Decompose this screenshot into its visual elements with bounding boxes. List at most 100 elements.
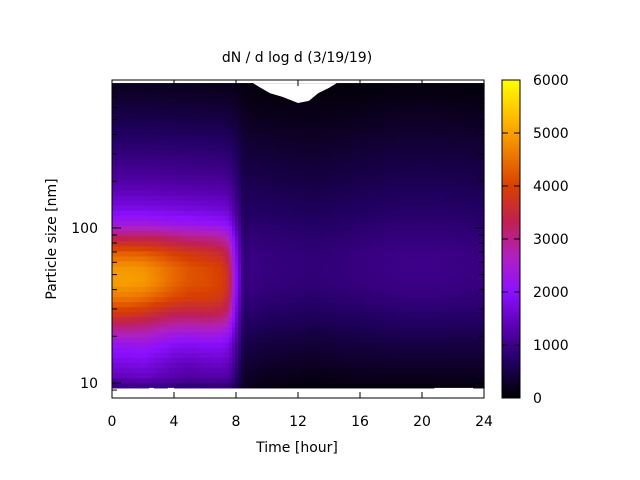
heatmap-cell [229,301,233,308]
heatmap-cell [385,255,389,262]
heatmap-cell [469,367,473,374]
heatmap-cell [364,321,368,328]
heatmap-cell [130,347,134,353]
heatmap-cell [454,199,458,206]
heatmap-cell [169,276,173,282]
heatmap-cell [187,276,191,282]
heatmap-cell [232,245,236,252]
heatmap-cell [127,301,131,308]
heatmap-cell [469,337,473,343]
heatmap-cell [175,210,179,216]
heatmap-cell [154,352,158,358]
heatmap-cell [424,326,428,333]
heatmap-cell [160,276,164,282]
heatmap-cell [466,245,470,252]
heatmap-cell [454,296,458,303]
heatmap-cell [481,316,485,323]
heatmap-cell [382,291,386,298]
heatmap-cell [436,306,440,313]
heatmap-cell [244,326,248,333]
heatmap-cell [193,321,197,328]
heatmap-cell [301,362,305,369]
heatmap-cell [178,296,182,303]
heatmap-cell [307,204,311,211]
heatmap-cell [166,230,170,237]
heatmap-cell [160,382,164,389]
heatmap-cell [376,189,380,196]
heatmap-cell [157,311,161,318]
heatmap-cell [241,316,245,323]
heatmap-cell [232,225,236,231]
heatmap-cell [256,382,260,389]
heatmap-cell [268,271,272,277]
heatmap-cell [346,271,350,277]
heatmap-cell [145,245,149,252]
heatmap-cell [118,291,122,298]
heatmap-cell [367,240,371,247]
heatmap-cell [199,342,203,348]
heatmap-cell [262,260,266,267]
heatmap-cell [256,377,260,384]
heatmap-cell [343,296,347,303]
heatmap-cell [346,377,350,384]
heatmap-cell [328,189,332,196]
heatmap-cell [403,265,407,272]
heatmap-cell [475,357,479,364]
heatmap-cell [406,352,410,358]
heatmap-cell [238,194,242,201]
heatmap-cell [199,184,203,191]
heatmap-cell [187,184,191,191]
heatmap-cell [433,306,437,313]
heatmap-cell [439,204,443,211]
heatmap-cell [439,240,443,247]
heatmap-cell [151,296,155,303]
heatmap-cell [202,372,206,379]
heatmap-cell [124,199,128,206]
heatmap-cell [214,220,218,226]
heatmap-cell [418,245,422,252]
heatmap-cell [235,286,239,292]
heatmap-cell [187,337,191,343]
heatmap-cell [307,362,311,369]
heatmap-cell [391,372,395,379]
heatmap-cell [310,235,314,242]
heatmap-cell [154,184,158,191]
heatmap-cell [223,204,227,211]
heatmap-cell [388,260,392,267]
heatmap-cell [283,199,287,206]
heatmap-cell [316,357,320,364]
heatmap-cell [238,296,242,303]
heatmap-cell [196,291,200,298]
heatmap-cell [175,311,179,318]
heatmap-cell [310,189,314,196]
heatmap-cell [391,281,395,287]
heatmap-cell [445,377,449,384]
heatmap-cell [466,225,470,231]
heatmap-cell [370,230,374,237]
heatmap-cell [121,306,125,313]
heatmap-cell [154,220,158,226]
heatmap-cell [208,189,212,196]
heatmap-cell [247,291,251,298]
heatmap-cell [400,271,404,277]
heatmap-cell [319,260,323,267]
heatmap-cell [466,220,470,226]
heatmap-cell [367,372,371,379]
heatmap-cell [340,362,344,369]
heatmap-cell [202,240,206,247]
heatmap-cell [463,306,467,313]
heatmap-cell [214,189,218,196]
heatmap-cell [364,255,368,262]
heatmap-cell [187,316,191,323]
heatmap-cell [271,301,275,308]
heatmap-cell [412,281,416,287]
heatmap-cell [352,240,356,247]
heatmap-cell [430,337,434,343]
heatmap-cell [322,255,326,262]
heatmap-cell [172,382,176,389]
heatmap-cell [274,210,278,216]
heatmap-cell [397,184,401,191]
heatmap-cell [274,352,278,358]
heatmap-cell [262,286,266,292]
heatmap-cell [376,347,380,353]
